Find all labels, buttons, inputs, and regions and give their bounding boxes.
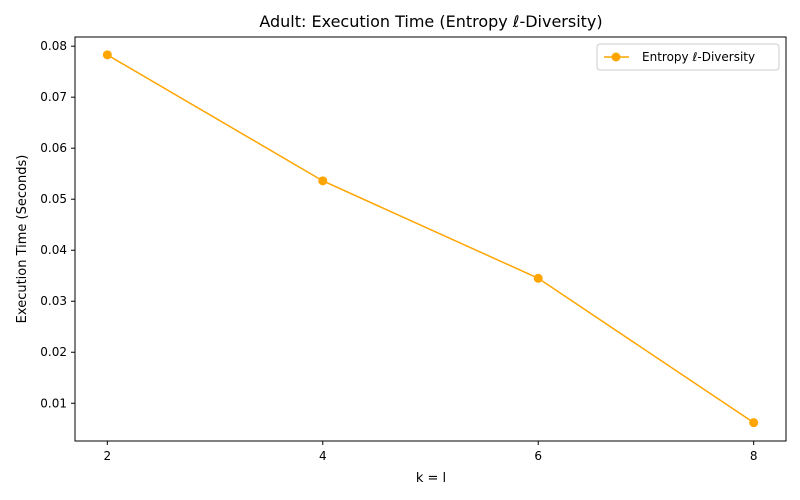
x-tick-label: 2 [103,449,111,463]
data-point [318,176,328,186]
y-tick-label: 0.02 [40,345,67,359]
x-tick-label: 6 [534,449,542,463]
x-tick-label: 8 [750,449,758,463]
legend: Entropy ℓ-Diversity [596,43,780,71]
y-tick-label: 0.06 [40,141,67,155]
legend-label: Entropy ℓ-Diversity [642,50,755,64]
y-axis-ticks: 0.01 0.02 0.03 0.04 0.05 0.06 0.07 0.08 [40,39,75,410]
y-tick-label: 0.07 [40,90,67,104]
data-point [749,418,759,428]
y-tick-label: 0.08 [40,39,67,53]
y-tick-label: 0.01 [40,396,67,410]
plot-area: 2 4 6 8 0.01 0.02 0.03 0.04 0.05 0.06 0.07 0.08 [40,36,787,463]
series-layer [102,50,759,428]
y-tick-label: 0.03 [40,294,67,308]
x-axis-label: k = l [416,471,446,486]
legend-marker [611,52,621,62]
legend-box [596,43,780,71]
data-point [533,273,543,283]
data-point [102,50,112,60]
y-tick-label: 0.05 [40,192,67,206]
x-axis-ticks: 2 4 6 8 [103,441,758,463]
chart-title: Adult: Execution Time (Entropy ℓ-Diversi… [259,12,602,31]
y-axis-label: Execution Time (Seconds) [15,155,30,324]
plot-frame [74,36,787,442]
x-tick-label: 4 [319,449,327,463]
y-tick-label: 0.04 [40,243,67,257]
series-line [106,54,755,424]
